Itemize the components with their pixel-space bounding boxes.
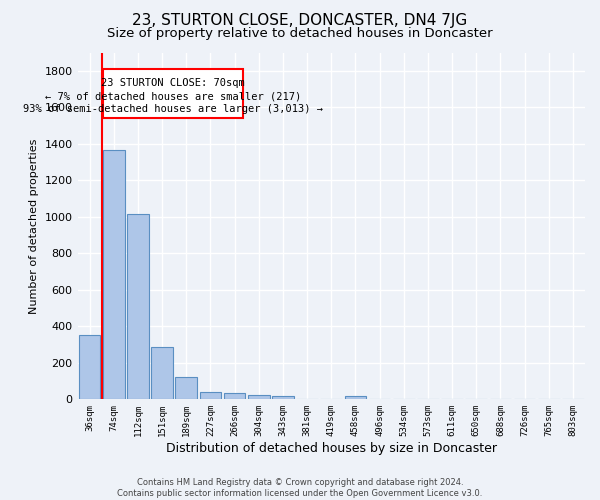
Bar bbox=[127, 214, 149, 400]
FancyBboxPatch shape bbox=[103, 69, 243, 118]
Bar bbox=[151, 348, 173, 400]
Text: Contains HM Land Registry data © Crown copyright and database right 2024.
Contai: Contains HM Land Registry data © Crown c… bbox=[118, 478, 482, 498]
Bar bbox=[79, 334, 100, 400]
Bar bbox=[175, 376, 197, 400]
Text: Size of property relative to detached houses in Doncaster: Size of property relative to detached ho… bbox=[107, 28, 493, 40]
Bar bbox=[103, 150, 125, 400]
Text: 93% of semi-detached houses are larger (3,013) →: 93% of semi-detached houses are larger (… bbox=[23, 104, 323, 115]
Bar bbox=[272, 396, 294, 400]
Text: 23 STURTON CLOSE: 70sqm: 23 STURTON CLOSE: 70sqm bbox=[101, 78, 245, 88]
Text: 23, STURTON CLOSE, DONCASTER, DN4 7JG: 23, STURTON CLOSE, DONCASTER, DN4 7JG bbox=[133, 12, 467, 28]
Bar bbox=[248, 396, 269, 400]
Bar bbox=[200, 392, 221, 400]
Text: ← 7% of detached houses are smaller (217): ← 7% of detached houses are smaller (217… bbox=[45, 91, 301, 101]
Bar bbox=[224, 394, 245, 400]
Y-axis label: Number of detached properties: Number of detached properties bbox=[29, 138, 39, 314]
Bar bbox=[344, 396, 367, 400]
X-axis label: Distribution of detached houses by size in Doncaster: Distribution of detached houses by size … bbox=[166, 442, 497, 455]
